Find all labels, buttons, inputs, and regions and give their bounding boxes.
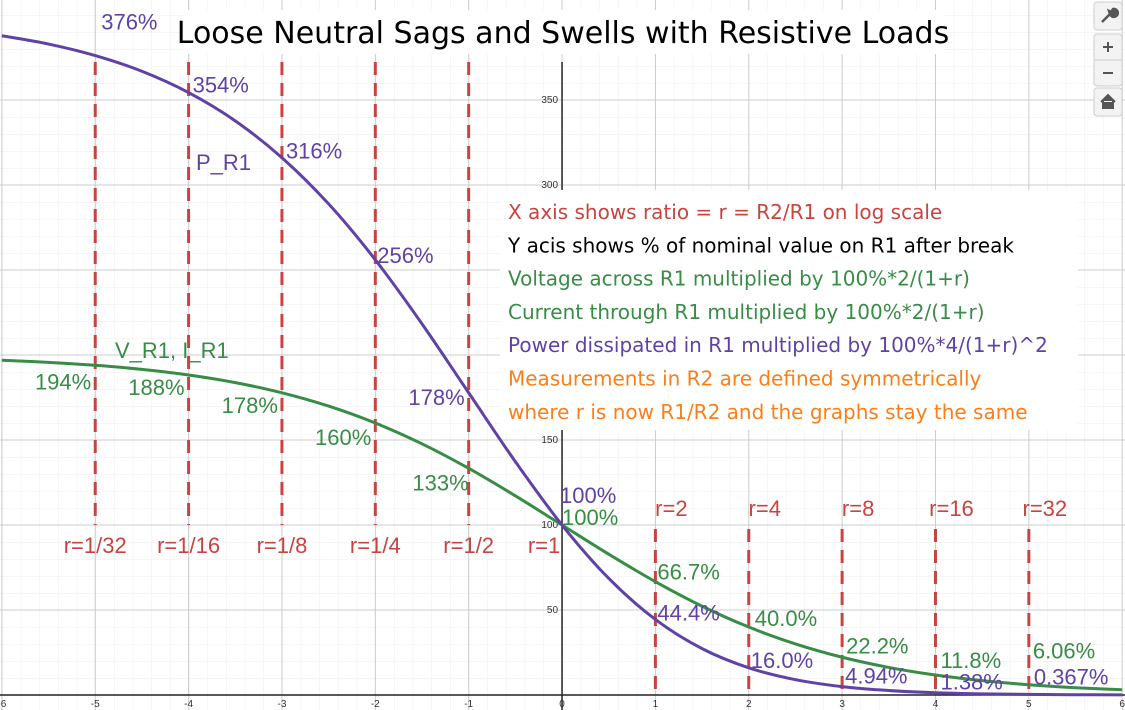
value-label: 256% <box>377 243 433 268</box>
wrench-icon <box>1101 7 1120 23</box>
x-tick-label: -2 <box>371 699 380 710</box>
value-label: 194% <box>35 369 91 394</box>
value-label: 188% <box>128 375 184 400</box>
note-line: X axis shows ratio = r = R2/R1 on log sc… <box>508 200 942 224</box>
value-label: 11.8% <box>940 648 1001 673</box>
x-tick-label: -5 <box>91 699 100 710</box>
value-label: 40.0% <box>755 606 817 631</box>
value-label: 1.38% <box>940 670 1002 695</box>
marker-label: r=1/4 <box>350 533 401 558</box>
value-label: 100% <box>562 505 618 530</box>
marker-label: r=1/2 <box>443 533 494 558</box>
marker-label: r=1 <box>528 533 560 558</box>
value-label: 6.06% <box>1033 639 1095 664</box>
marker-label: r=2 <box>655 496 687 521</box>
x-tick-label: 2 <box>746 699 752 710</box>
marker-label: r=32 <box>1023 496 1068 521</box>
line-series <box>1 34 1123 697</box>
value-label: 4.94% <box>845 664 907 689</box>
value-label: 22.2% <box>846 633 908 658</box>
series-label: V_R1, I_R1 <box>115 338 229 363</box>
home-icon <box>1100 93 1116 109</box>
value-label: 66.7% <box>657 560 719 585</box>
note-line: Current through R1 multiplied by 100%*2/… <box>508 300 985 324</box>
notes-box <box>500 190 1078 430</box>
y-tick-label: 350 <box>541 95 558 106</box>
note-line: where r is now R1/R2 and the graphs stay… <box>508 400 1028 424</box>
value-label: 100% <box>560 483 616 508</box>
value-label: 44.4% <box>657 600 719 625</box>
zoom-in-icon[interactable] <box>1103 42 1113 52</box>
value-label: 316% <box>286 139 342 164</box>
x-tick-label: -3 <box>277 699 286 710</box>
x-tick-label: -4 <box>184 699 193 710</box>
x-tick-label: 6 <box>1119 699 1125 710</box>
y-tick-label: 150 <box>541 435 558 446</box>
chart-title: Loose Neutral Sags and Swells with Resis… <box>177 16 949 51</box>
value-label: 133% <box>412 470 468 495</box>
note-line: Power dissipated in R1 multiplied by 100… <box>508 333 1048 357</box>
value-label: 160% <box>315 425 371 450</box>
note-line: Y acis shows % of nominal value on R1 af… <box>507 233 1014 257</box>
y-tick-label: 100 <box>541 520 558 531</box>
x-tick-label: 3 <box>839 699 845 710</box>
marker-label: r=4 <box>749 496 781 521</box>
marker-label: r=16 <box>929 496 974 521</box>
value-label: 376% <box>101 10 157 35</box>
note-line: Measurements in R2 are defined symmetric… <box>508 367 981 391</box>
y-tick-label: 50 <box>547 605 559 616</box>
marker-label: r=8 <box>842 496 874 521</box>
y-tick-label: 300 <box>541 180 558 191</box>
value-label: 178% <box>222 393 278 418</box>
value-label: 354% <box>193 73 249 98</box>
value-label: 16.0% <box>751 648 813 673</box>
title-bg <box>183 10 943 54</box>
value-label: 0.367% <box>1034 664 1109 689</box>
x-tick-label: -1 <box>464 699 473 710</box>
value-label: 178% <box>408 385 464 410</box>
x-tick-label: 4 <box>933 699 939 710</box>
marker-label: r=1/16 <box>157 533 220 558</box>
marker-label: r=1/8 <box>257 533 308 558</box>
x-tick-label: 5 <box>1026 699 1032 710</box>
marker-label: r=1/32 <box>64 533 127 558</box>
x-tick-label: 1 <box>653 699 659 710</box>
note-line: Voltage across R1 multiplied by 100%*2/(… <box>508 267 970 291</box>
series-label: P_R1 <box>196 150 251 175</box>
x-tick-label: -6 <box>0 699 7 710</box>
toolbar <box>1093 1 1123 117</box>
